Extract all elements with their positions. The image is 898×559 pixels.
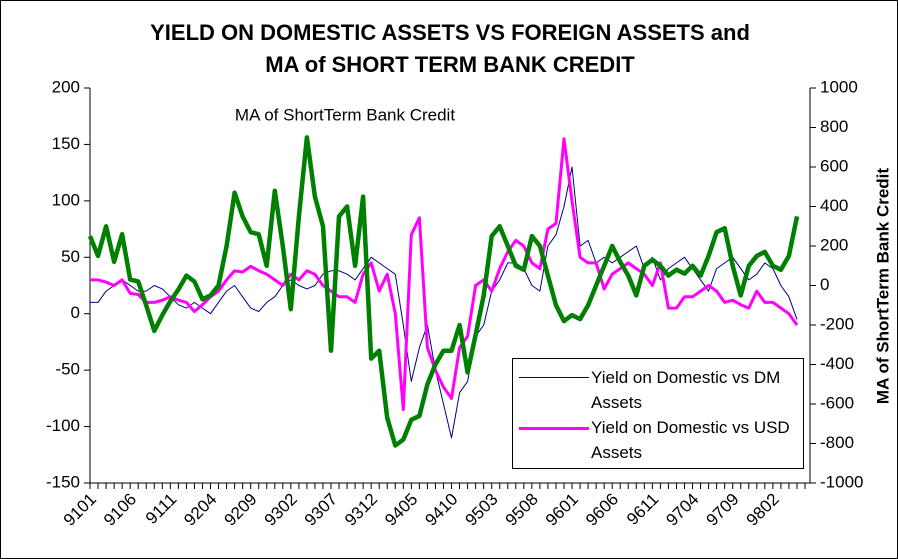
y2-tick-label: 600 [820,156,848,175]
y2-tick-label: 0 [820,275,829,294]
y-tick-label: -100 [46,416,80,435]
chart-title: MA of SHORT TERM BANK CREDIT [265,52,635,77]
y2-tick-label: 1000 [820,77,858,96]
y-tick-label: -50 [55,360,80,379]
legend-label: Yield on Domestic vs USD Assets [591,418,790,462]
y-tick-label: 100 [52,190,80,209]
y-tick-label: 200 [52,77,80,96]
y2-tick-label: 200 [820,235,848,254]
chart-title: YIELD ON DOMESTIC ASSETS VS FOREIGN ASSE… [150,20,750,45]
y2-tick-label: -400 [820,354,854,373]
y2-tick-label: -800 [820,433,854,452]
legend-label: Yield on Domestic vs DM Assets [591,368,781,412]
legend-swatch [519,427,589,430]
annotation: MA of ShortTerm Bank Credit [235,105,455,124]
y2-tick-label: 400 [820,196,848,215]
series-line [90,166,798,439]
y2-tick-label: -200 [820,314,854,333]
y2-tick-label: -600 [820,393,854,412]
y-tick-label: -150 [46,472,80,491]
series-line [87,135,800,448]
y-tick-label: 0 [71,303,80,322]
legend: Yield on Domestic vs DM Assets Yield on D… [512,358,804,469]
y-tick-label: 150 [52,134,80,153]
legend-swatch [519,377,589,378]
series-line [90,137,799,412]
y2-axis-label: MA of ShortTerm Bank Credit [873,168,892,404]
y2-tick-label: -1000 [820,472,863,491]
y-tick-label: 50 [61,247,80,266]
y2-tick-label: 800 [820,117,848,136]
